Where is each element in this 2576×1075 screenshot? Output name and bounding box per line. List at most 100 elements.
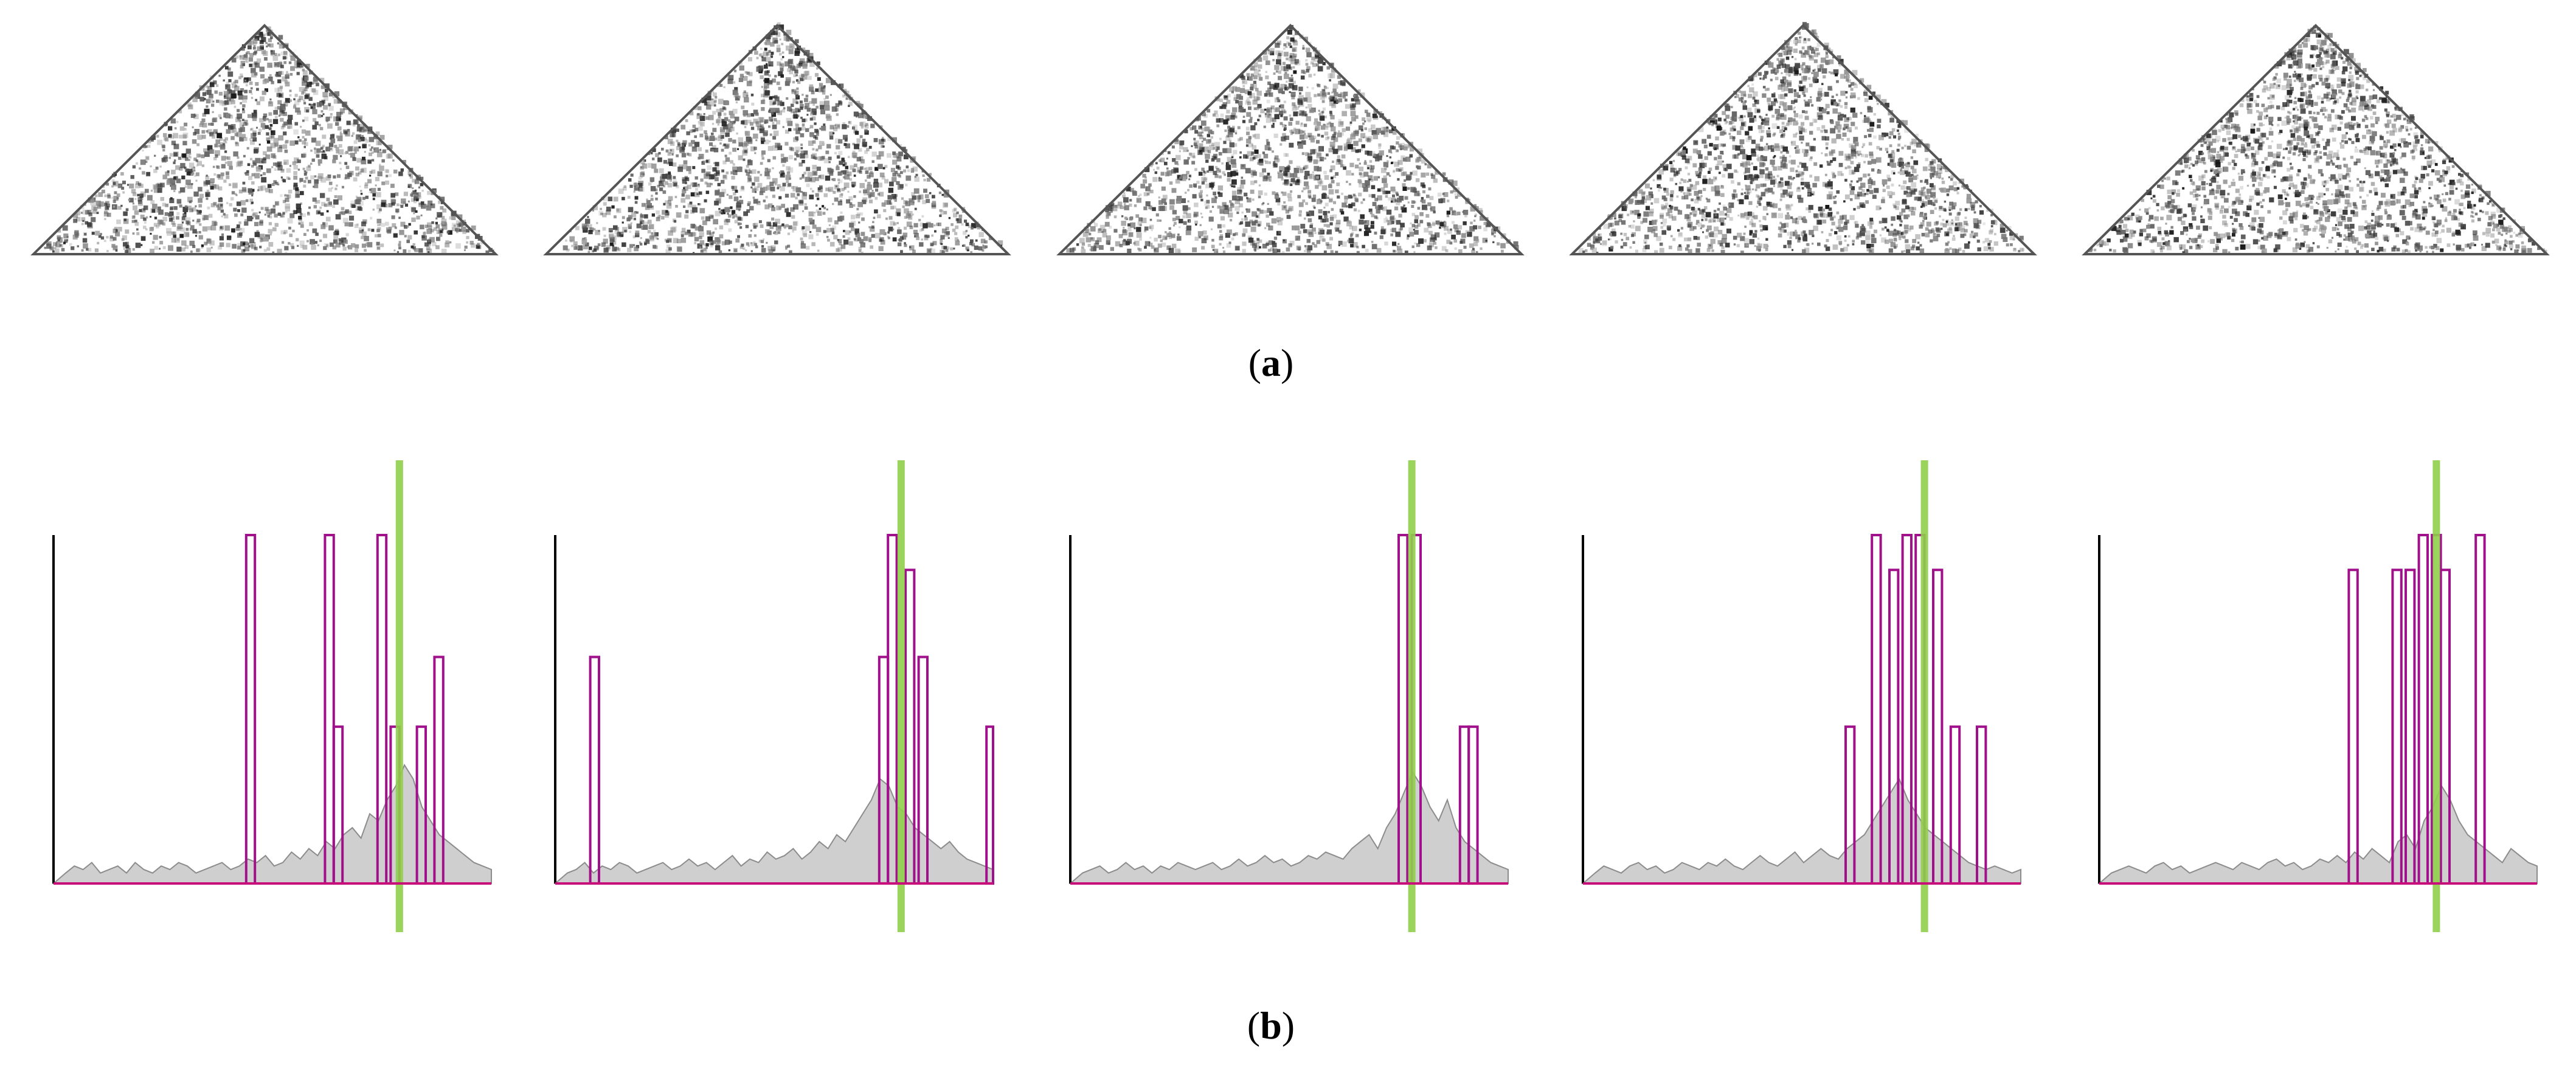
contact-speckle (826, 236, 829, 238)
contact-speckle (790, 207, 795, 212)
contact-speckle (339, 133, 343, 136)
contact-speckle (337, 99, 342, 104)
contact-speckle (1262, 55, 1269, 61)
contact-speckle (1343, 147, 1348, 151)
contact-speckle (780, 186, 785, 192)
contact-speckle (620, 234, 623, 237)
contact-speckle (150, 189, 153, 192)
contact-speckle (929, 192, 932, 195)
contact-speckle (708, 92, 712, 96)
contact-speckle (745, 131, 750, 136)
contact-speckle (673, 183, 677, 187)
contact-speckle (673, 179, 677, 182)
contact-speckle (206, 189, 209, 192)
contact-speckle (274, 62, 279, 67)
contact-speckle (811, 108, 817, 114)
contact-speckle (800, 77, 803, 81)
contact-speckle (1234, 130, 1238, 133)
contact-speckle (1331, 136, 1335, 140)
contact-speckle (1265, 75, 1269, 80)
contact-speckle (1368, 175, 1373, 181)
contact-speckle (786, 166, 791, 171)
contact-speckle (1271, 125, 1275, 128)
contact-speckle (371, 151, 374, 154)
contact-speckle (1258, 76, 1262, 81)
contact-speckle (816, 61, 820, 66)
contact-speckle (602, 227, 606, 231)
contact-speckle (1193, 142, 1197, 147)
contact-speckle (1388, 149, 1392, 153)
contact-speckle (948, 216, 951, 219)
contact-speckle (336, 111, 342, 117)
contact-speckle (177, 224, 183, 229)
contact-speckle (1434, 232, 1440, 238)
contact-speckle (214, 143, 218, 148)
contact-speckle (932, 201, 937, 205)
contact-speckle (665, 210, 668, 213)
contact-speckle (715, 162, 719, 167)
contact-speckle (376, 218, 382, 224)
contact-speckle (202, 92, 207, 96)
contact-speckle (190, 114, 195, 118)
contact-speckle (792, 186, 798, 192)
contact-speckle (809, 134, 814, 138)
contact-speckle (1275, 198, 1281, 202)
contact-speckle (69, 243, 72, 246)
contact-speckle (1417, 223, 1421, 227)
contact-speckle (724, 207, 730, 213)
contact-speckle (237, 224, 240, 228)
contact-speckle (1289, 183, 1293, 186)
contact-speckle (1345, 99, 1348, 102)
contact-speckle (971, 227, 974, 230)
contact-speckle (228, 125, 233, 130)
contact-speckle (817, 77, 821, 81)
contact-speckle (82, 209, 88, 215)
contact-speckle (793, 128, 796, 131)
contact-speckle (770, 30, 775, 35)
contact-speckle (1243, 154, 1248, 159)
contact-speckle (231, 58, 237, 63)
contact-speckle (730, 206, 733, 209)
contact-speckle (733, 213, 738, 218)
contact-speckle (932, 241, 937, 246)
contact-speckle (918, 194, 924, 200)
contact-speckle (798, 201, 804, 206)
contact-speckle (1158, 206, 1164, 211)
contact-speckle (907, 211, 913, 216)
contact-speckle (955, 225, 959, 229)
contact-speckle (324, 243, 329, 248)
contact-speckle (974, 245, 978, 250)
contact-speckle (699, 246, 702, 249)
contact-speckle (849, 230, 851, 233)
contact-speckle (847, 190, 850, 193)
contact-speckle (147, 195, 153, 201)
contact-speckle (1219, 230, 1222, 233)
contact-speckle (1329, 111, 1332, 114)
contact-speckle (137, 197, 142, 202)
contact-speckle (308, 165, 311, 168)
contact-speckle (1183, 210, 1188, 215)
contact-speckle (1089, 232, 1092, 236)
contact-speckle (719, 142, 722, 145)
contact-speckle (247, 114, 252, 119)
contact-speckle (74, 231, 79, 237)
contact-speckle (1338, 94, 1342, 97)
contact-speckle (634, 186, 639, 192)
contact-speckle (913, 223, 918, 227)
contact-speckle (736, 215, 741, 220)
contact-speckle (577, 245, 583, 251)
contact-speckle (1332, 147, 1335, 150)
contact-speckle (184, 232, 190, 237)
contact-speckle (129, 198, 134, 202)
contact-speckle (260, 185, 266, 191)
contact-speckle (1382, 191, 1386, 195)
contact-speckle (1329, 79, 1331, 81)
contact-speckle (269, 123, 273, 127)
contact-speckle (1225, 162, 1229, 165)
contact-speckle (194, 114, 196, 117)
contact-speckle (611, 205, 615, 209)
contact-speckle (756, 57, 759, 60)
contact-speckle (280, 103, 286, 109)
contact-speckle (1182, 205, 1188, 211)
contact-speckle (910, 168, 915, 171)
